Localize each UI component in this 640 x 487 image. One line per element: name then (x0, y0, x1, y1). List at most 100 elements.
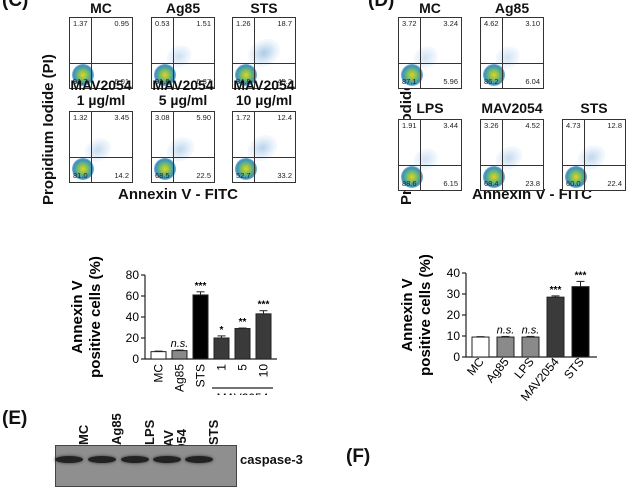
quadrant-value-ll: 87.1 (402, 77, 417, 86)
quadrant-value-lr: 45.2 (277, 77, 292, 86)
x-tick-label: 5 (236, 364, 250, 371)
quadrant-value-lr: 6.15 (443, 179, 458, 188)
blot-band-label: caspase-3 (240, 452, 303, 467)
facs-plot-title: Ag85 (165, 0, 201, 16)
x-tick-label: Ag85 (483, 355, 512, 386)
facs-plot: 4.73 12.8 60.0 22.4 (562, 119, 626, 191)
significance-label: *** (550, 285, 562, 296)
x-tick-label: Ag85 (173, 364, 187, 392)
quadrant-value-ll: 91.7 (73, 77, 88, 86)
facs-plot-title: MAV2054 (481, 100, 543, 116)
significance-label: *** (258, 300, 270, 311)
significance-label: n.s. (497, 324, 515, 336)
facs-plot-title: LPS (416, 100, 444, 116)
quadrant-hline (233, 63, 295, 65)
quadrant-value-ul: 3.26 (484, 121, 499, 130)
facs-plot: 4.62 3.10 86.2 6.04 (480, 17, 544, 89)
significance-label: *** (575, 270, 587, 281)
facs-plot: 1.72 12.4 52.7 33.2 (232, 111, 296, 183)
quadrant-vline (173, 112, 175, 182)
quadrant-value-ll: 68.5 (155, 171, 170, 180)
quadrant-value-ul: 1.91 (402, 121, 417, 130)
quadrant-value-lr: 14.2 (114, 171, 129, 180)
quadrant-value-ur: 3.24 (443, 19, 458, 28)
panel-label-f: (F) (346, 446, 371, 467)
quadrant-vline (173, 18, 175, 88)
blot-band (88, 456, 116, 463)
facs-plot: 3.72 3.24 87.1 5.96 (398, 17, 462, 89)
y-tick-label: 40 (126, 310, 140, 324)
lane-label-line1: LPS (142, 419, 157, 445)
quadrant-value-ul: 3.08 (155, 113, 170, 122)
quadrant-vline (420, 18, 422, 88)
quadrant-value-lr: 6.01 (114, 77, 129, 86)
facs-plot-title: STS (250, 0, 278, 16)
x-tick-label: 1 (215, 364, 229, 371)
quadrant-value-ul: 0.53 (155, 19, 170, 28)
quadrant-value-ll: 81.0 (73, 171, 88, 180)
quadrant-hline (152, 63, 214, 65)
blot-band (55, 456, 83, 463)
facs-title-line1: MAV2054 (233, 77, 295, 93)
quadrant-vline (584, 120, 586, 190)
facs-plot-title: MAV2054 5 µg/ml (146, 78, 220, 108)
bar (496, 336, 515, 358)
panel-label-e: (E) (2, 408, 28, 429)
quadrant-vline (91, 18, 93, 88)
cell-population-blob (72, 64, 94, 86)
quadrant-value-ll: 60.0 (566, 179, 581, 188)
quadrant-value-ur: 18.7 (277, 19, 292, 28)
quadrant-value-ul: 4.62 (484, 19, 499, 28)
y-axis-label-line2: positive cells (%) (87, 256, 104, 378)
cell-population-blob (565, 166, 587, 188)
quadrant-value-ul: 1.32 (73, 113, 88, 122)
quadrant-value-ul: 1.72 (236, 113, 251, 122)
bar (255, 313, 272, 360)
cell-population-blob (154, 158, 176, 180)
quadrant-value-ur: 4.52 (525, 121, 540, 130)
facs-plot-title: MC (90, 0, 112, 16)
facs-plot-title: Ag85 (494, 0, 530, 16)
quadrant-vline (254, 112, 256, 182)
lane-label-line1: STS (206, 419, 221, 445)
quadrant-hline (399, 63, 461, 65)
quadrant-value-ur: 3.45 (114, 113, 129, 122)
x-tick-label: 10 (257, 364, 271, 378)
facs-plot: 1.37 0.95 91.7 6.01 (69, 17, 133, 89)
y-tick-label: 30 (447, 287, 461, 301)
facs-title-line2: 10 µg/ml (235, 92, 293, 108)
quadrant-hline (481, 165, 543, 167)
quadrant-value-ll: 91.6 (155, 77, 170, 86)
quadrant-value-ur: 12.8 (607, 121, 622, 130)
blot-band (185, 456, 213, 463)
y-tick-label: 10 (447, 329, 461, 343)
y-tick-label: 20 (126, 331, 140, 345)
bar (571, 286, 590, 358)
quadrant-value-lr: 6.37 (196, 77, 211, 86)
facs-title-line1: MAV2054 (70, 77, 132, 93)
facs-plot-title: MAV2054 10 µg/ml (227, 78, 301, 108)
y-tick-label: 80 (126, 268, 140, 282)
significance-label: ** (239, 317, 247, 328)
cell-population-blob (235, 158, 257, 180)
quadrant-value-ul: 1.37 (73, 19, 88, 28)
blot-lane-label: STS (206, 419, 221, 445)
blot-band (153, 456, 181, 463)
cell-population-blob (483, 64, 505, 86)
bar (546, 296, 565, 358)
significance-label: n.s. (171, 338, 189, 350)
y-axis-label-line1: Annexin V (399, 278, 416, 351)
quadrant-vline (91, 112, 93, 182)
y-tick-label: 60 (126, 289, 140, 303)
quadrant-value-ll: 34.8 (236, 77, 251, 86)
group-label: MAV2054 (217, 391, 269, 395)
panel-label-c: (C) (2, 0, 29, 11)
bar (192, 294, 209, 360)
facs-plot-title: STS (580, 100, 608, 116)
facs-plot-title: MAV2054 1 µg/ml (64, 78, 138, 108)
cell-population-blob (483, 166, 505, 188)
quadrant-value-ll: 52.7 (236, 171, 251, 180)
